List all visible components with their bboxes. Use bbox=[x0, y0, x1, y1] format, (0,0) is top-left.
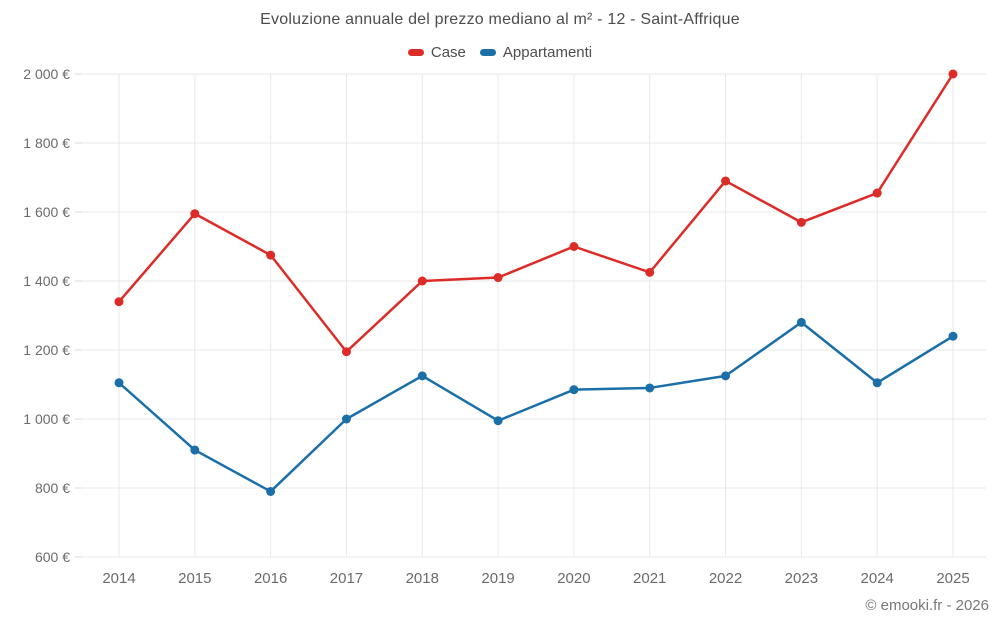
x-tick-label: 2018 bbox=[406, 570, 439, 587]
x-tick-label: 2015 bbox=[178, 570, 211, 587]
series-point-case-2019[interactable] bbox=[493, 273, 503, 283]
series-point-appartamenti-2018[interactable] bbox=[417, 371, 427, 381]
series-point-appartamenti-2015[interactable] bbox=[190, 445, 200, 455]
x-tick-label: 2021 bbox=[633, 570, 666, 587]
y-tick-label: 1 000 € bbox=[23, 411, 70, 427]
case-series-swatch-icon bbox=[407, 49, 424, 56]
y-tick-label: 1 600 € bbox=[23, 204, 70, 220]
series-point-case-2024[interactable] bbox=[872, 188, 882, 198]
series-point-case-2023[interactable] bbox=[796, 217, 806, 227]
x-tick-label: 2017 bbox=[330, 570, 363, 587]
series-point-appartamenti-2023[interactable] bbox=[796, 317, 806, 327]
series-point-case-2016[interactable] bbox=[266, 250, 276, 260]
y-tick-label: 1 400 € bbox=[23, 273, 70, 289]
series-point-appartamenti-2021[interactable] bbox=[645, 383, 655, 393]
series-point-appartamenti-2022[interactable] bbox=[721, 371, 731, 381]
series-point-case-2014[interactable] bbox=[114, 297, 124, 307]
y-tick-label: 600 € bbox=[35, 549, 70, 565]
series-point-appartamenti-2019[interactable] bbox=[493, 416, 503, 426]
x-tick-label: 2023 bbox=[785, 570, 818, 587]
y-tick-label: 1 800 € bbox=[23, 135, 70, 151]
series-point-appartamenti-2017[interactable] bbox=[341, 414, 351, 424]
appartamenti-series-swatch-icon bbox=[479, 49, 496, 56]
legend-item-case[interactable]: Case bbox=[407, 44, 466, 61]
x-tick-label: 2016 bbox=[254, 570, 287, 587]
x-tick-label: 2025 bbox=[936, 570, 969, 587]
series-point-appartamenti-2014[interactable] bbox=[114, 378, 124, 388]
y-tick-label: 1 200 € bbox=[23, 342, 70, 358]
series-point-case-2022[interactable] bbox=[721, 176, 731, 186]
series-point-case-2025[interactable] bbox=[948, 69, 958, 79]
series-point-appartamenti-2024[interactable] bbox=[872, 378, 882, 388]
series-line-appartamenti bbox=[117, 321, 955, 493]
series-point-case-2021[interactable] bbox=[645, 267, 655, 277]
series-point-appartamenti-2025[interactable] bbox=[948, 331, 958, 341]
legend-item-appartamenti[interactable]: Appartamenti bbox=[479, 44, 593, 61]
x-tick-label: 2014 bbox=[102, 570, 135, 587]
y-tick-label: 2 000 € bbox=[23, 66, 70, 82]
series-line-case bbox=[117, 72, 955, 353]
series-point-case-2020[interactable] bbox=[569, 242, 579, 251]
y-tick-label: 800 € bbox=[35, 480, 70, 496]
legend: Case Appartamenti bbox=[0, 44, 1000, 61]
series-point-case-2018[interactable] bbox=[417, 276, 427, 286]
series-point-case-2015[interactable] bbox=[190, 209, 200, 219]
chart-title: Evoluzione annuale del prezzo mediano al… bbox=[260, 11, 740, 28]
series-point-appartamenti-2020[interactable] bbox=[569, 385, 579, 395]
legend-label-appartamenti: Appartamenti bbox=[502, 44, 593, 61]
legend-label-case: Case bbox=[430, 44, 466, 61]
x-tick-label: 2024 bbox=[860, 570, 893, 587]
series-point-appartamenti-2016[interactable] bbox=[266, 486, 276, 496]
copyright-footer: © emooki.fr - 2026 bbox=[865, 597, 989, 614]
x-tick-label: 2022 bbox=[709, 570, 742, 587]
series-point-case-2017[interactable] bbox=[341, 347, 351, 357]
x-tick-label: 2019 bbox=[481, 570, 514, 587]
x-tick-label: 2020 bbox=[557, 570, 590, 587]
